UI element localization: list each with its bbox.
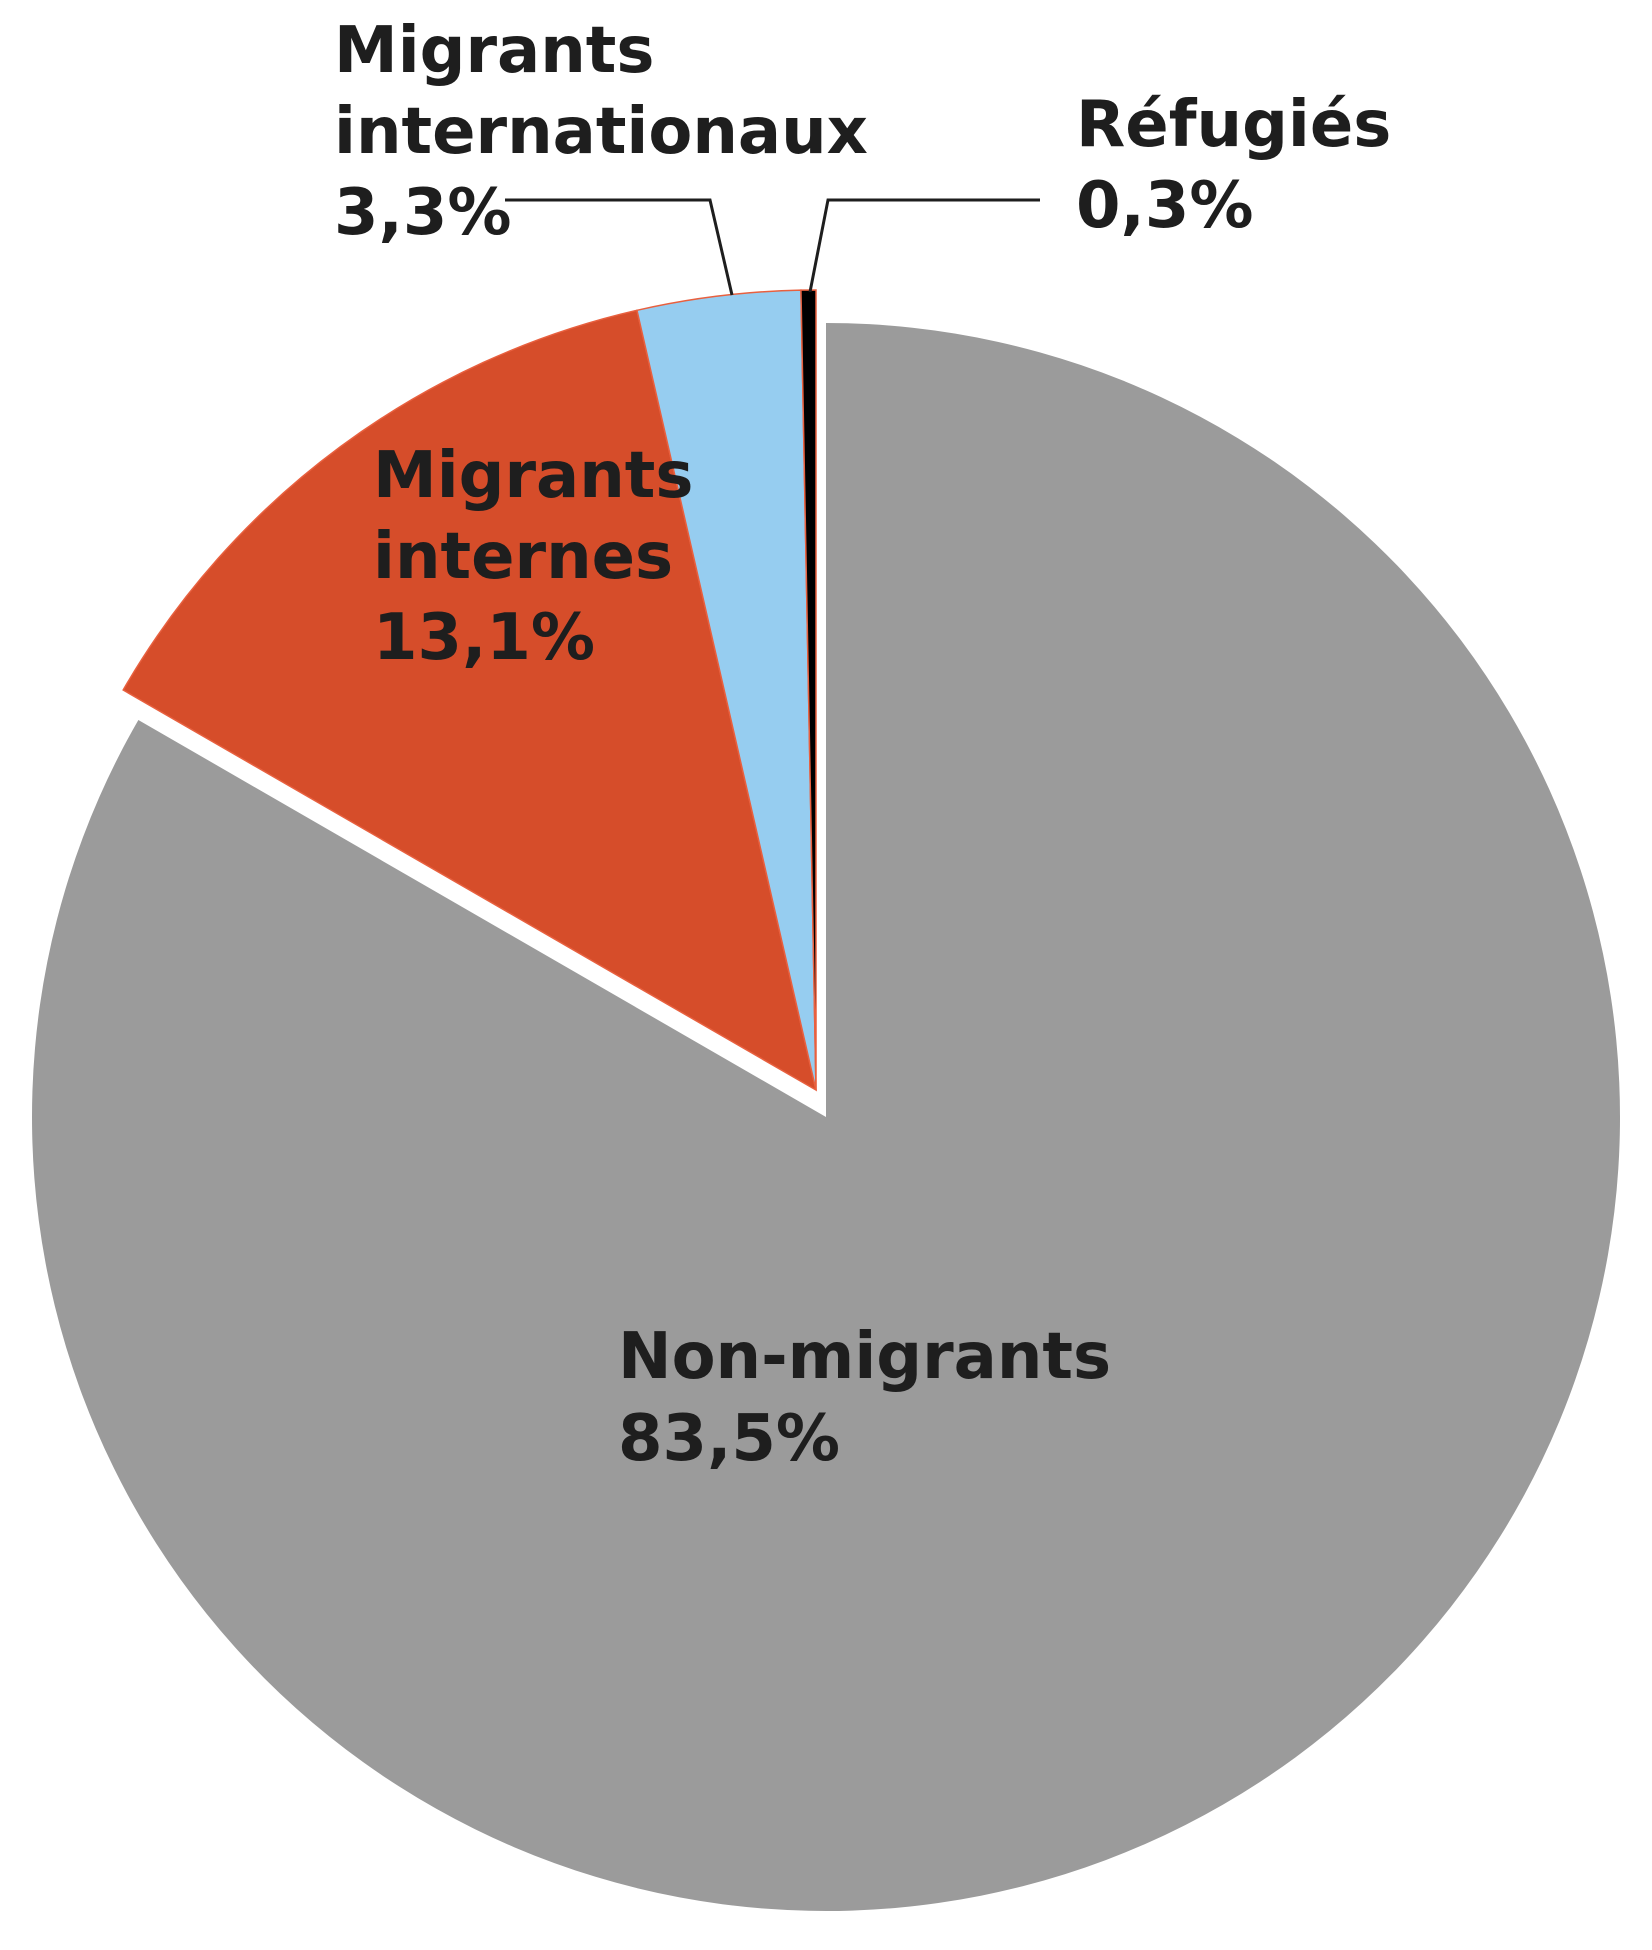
label-migrants-internes-value: 13,1% [373,601,595,675]
leader-line-refugies [808,198,1040,293]
label-migrants-internes-line1: Migrants [373,439,693,513]
leader-line-migrants-internationaux [505,198,734,296]
label-migrants-internationaux-line1: Migrants [334,14,654,88]
slice-labels: Non-migrants 83,5% Migrants internes 13,… [334,14,1391,1476]
pie-slice-r-fugi-s [800,289,817,1091]
label-migrants-internes-line2: internes [373,520,673,594]
label-refugies-value: 0,3% [1076,169,1254,243]
pie-slice-non-migrants [32,323,1621,1911]
label-refugies-name: Réfugiés [1076,88,1391,162]
label-non-migrants-name: Non-migrants [618,1320,1111,1394]
label-migrants-internationaux-line2: internationaux [334,95,868,169]
leader-lines [505,198,1040,296]
label-non-migrants-value: 83,5% [618,1402,840,1476]
pie-slice-migrants-internes [122,309,818,1092]
label-migrants-internationaux-value: 3,3% [334,176,512,250]
pie-slices [32,289,1621,1911]
